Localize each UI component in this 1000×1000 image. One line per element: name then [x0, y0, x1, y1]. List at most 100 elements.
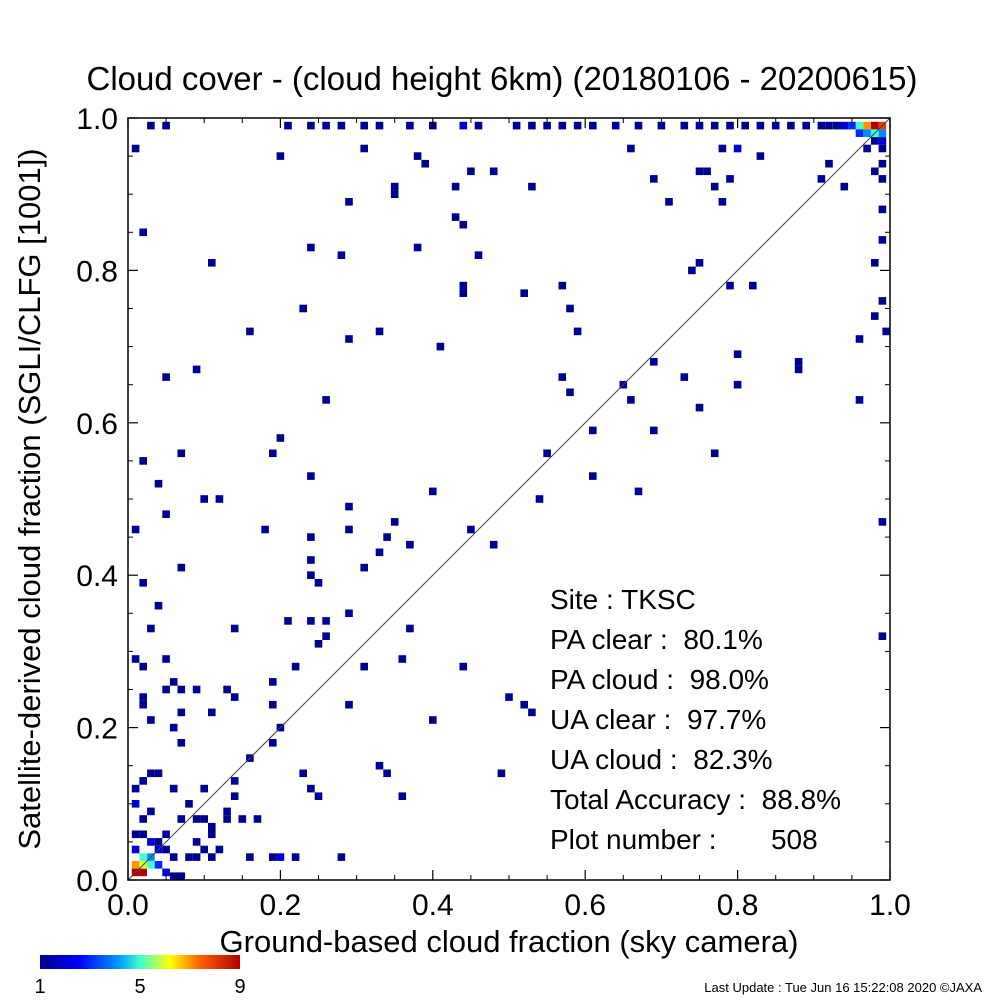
stat-value: 88.8% — [762, 784, 841, 815]
heatmap-cell — [139, 228, 147, 237]
heatmap-cell — [299, 769, 307, 778]
heatmap-cell — [825, 159, 833, 168]
heatmap-cell — [878, 129, 887, 137]
heatmap-cell — [718, 198, 727, 206]
heatmap-cell — [489, 167, 498, 176]
heatmap-cell — [589, 121, 597, 130]
heatmap-cell — [406, 540, 414, 549]
y-axis-label: Satellite-derived cloud fraction (SGLI/C… — [12, 148, 47, 849]
heatmap-cell — [627, 396, 635, 404]
heatmap-cell — [200, 784, 208, 793]
heatmap-cell — [139, 830, 147, 839]
x-tick-label: 0.2 — [260, 889, 302, 922]
heatmap-cell — [695, 403, 704, 412]
heatmap-cell — [215, 845, 224, 854]
heatmap-cell — [413, 243, 422, 252]
heatmap-cell — [528, 121, 536, 130]
y-tick-label: 0.8 — [76, 255, 118, 288]
heatmap-cell — [162, 373, 170, 381]
colorbar — [40, 955, 240, 969]
heatmap-cell — [467, 167, 475, 176]
heatmap-cell — [398, 655, 407, 663]
heatmap-cell — [756, 152, 765, 160]
heatmap-cell — [139, 693, 147, 701]
x-axis-label: Ground-based cloud fraction (sky camera) — [220, 924, 799, 959]
heatmap-cell — [269, 853, 277, 861]
heatmap-cell — [863, 121, 871, 130]
heatmap-cell — [307, 533, 315, 541]
heatmap-cell — [147, 769, 155, 778]
heatmap-cell — [223, 807, 231, 816]
heatmap-cell — [817, 121, 826, 130]
heatmap-cell — [192, 853, 201, 861]
heatmap-cell — [695, 167, 704, 176]
heatmap-cell — [131, 861, 140, 869]
heatmap-cell — [794, 365, 803, 374]
heatmap-cell — [451, 213, 460, 221]
heatmap-cell — [284, 617, 292, 625]
heatmap-cell — [314, 792, 323, 800]
heatmap-cell — [345, 700, 353, 709]
heatmap-cell — [169, 784, 178, 793]
heatmap-cell — [337, 251, 346, 259]
heatmap-cell — [230, 693, 239, 701]
heatmap-cell — [253, 815, 262, 823]
heatmap-cell — [269, 700, 277, 709]
stat-value: TKSC — [621, 584, 696, 615]
heatmap-cell — [528, 708, 536, 717]
heatmap-cell — [177, 739, 186, 747]
heatmap-cell — [230, 792, 239, 800]
stat-label: PA cloud : — [550, 664, 690, 695]
heatmap-cell — [855, 335, 864, 343]
stat-line: Site : TKSC — [550, 584, 696, 615]
heatmap-cell — [451, 182, 460, 191]
heatmap-cell — [269, 739, 277, 747]
heatmap-cell — [246, 853, 254, 861]
heatmap-cell — [208, 822, 216, 831]
heatmap-cell — [162, 845, 170, 854]
heatmap-cell — [878, 205, 887, 214]
heatmap-cell — [177, 449, 186, 458]
y-tick-label: 0.6 — [76, 408, 118, 441]
heatmap-cell — [185, 853, 193, 861]
heatmap-cell — [878, 137, 887, 145]
heatmap-cell — [314, 640, 323, 648]
heatmap-cell — [383, 533, 391, 541]
heatmap-cell — [345, 335, 353, 343]
heatmap-cell — [840, 121, 849, 130]
heatmap-cell — [871, 259, 879, 267]
heatmap-cell — [871, 167, 879, 176]
heatmap-cell — [147, 716, 155, 724]
heatmap-cell — [192, 815, 201, 823]
heatmap-cell — [459, 281, 468, 290]
heatmap-cell — [878, 518, 887, 526]
heatmap-cell — [185, 800, 193, 808]
heatmap-cell — [512, 121, 521, 130]
heatmap-cell — [147, 838, 155, 846]
heatmap-cell — [528, 182, 536, 191]
heatmap-cell — [238, 815, 247, 823]
heatmap-cell — [871, 312, 879, 320]
heatmap-cell — [733, 144, 742, 153]
heatmap-cell — [307, 617, 315, 625]
heatmap-cell — [154, 838, 163, 846]
heatmap-cell — [459, 121, 468, 130]
heatmap-cell — [177, 685, 186, 694]
heatmap-cell — [154, 601, 163, 610]
heatmap-cell — [543, 121, 551, 130]
heatmap-cell — [322, 121, 330, 130]
heatmap-cell — [413, 152, 422, 160]
heatmap-cell — [139, 579, 147, 587]
heatmap-cell — [794, 358, 803, 366]
heatmap-cell — [733, 350, 742, 358]
heatmap-cell — [139, 662, 147, 671]
heatmap-cell — [284, 121, 292, 130]
heatmap-cell — [147, 624, 155, 633]
heatmap-cell — [131, 525, 140, 534]
heatmap-cell — [154, 861, 163, 869]
heatmap-cell — [497, 769, 506, 778]
heatmap-cell — [192, 685, 201, 694]
heatmap-cell — [855, 396, 864, 404]
heatmap-cell — [573, 121, 582, 130]
heatmap-cell — [147, 807, 155, 816]
